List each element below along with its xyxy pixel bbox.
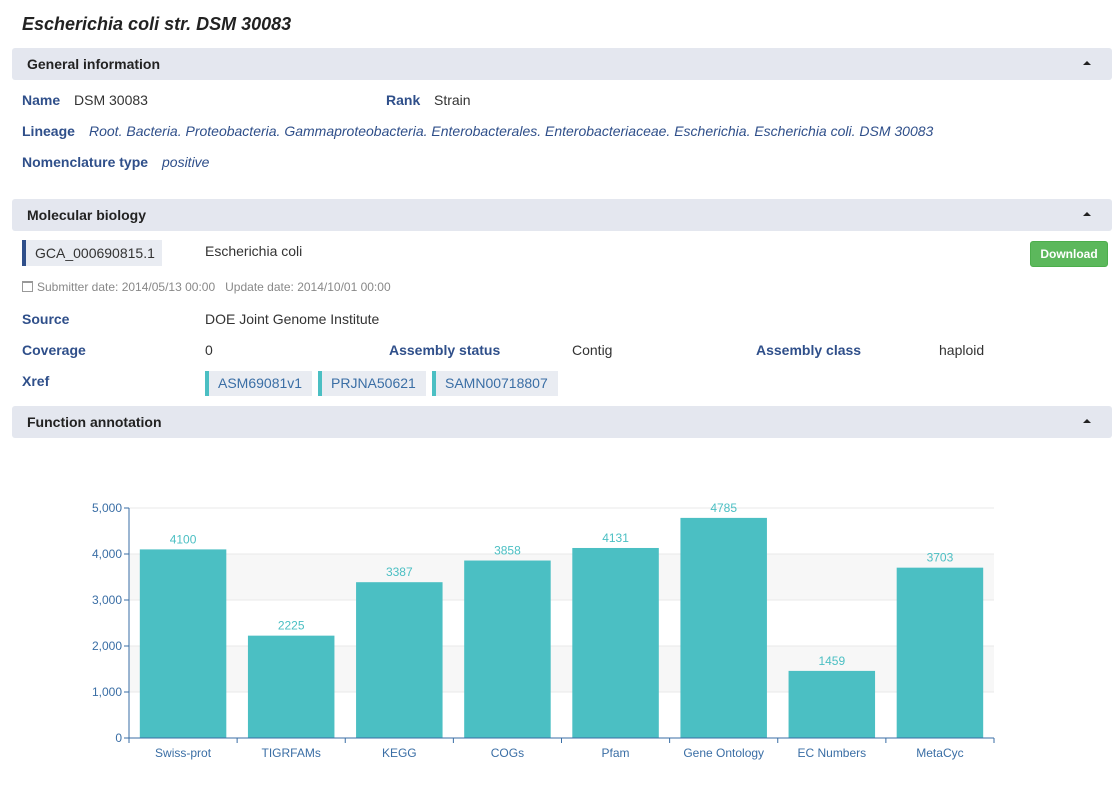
x-tick-label: EC Numbers [797,746,866,760]
y-tick-label: 2,000 [92,639,122,653]
xref-link[interactable]: ASM69081v1 [205,371,313,396]
bar[interactable] [572,547,659,738]
assembly-status-value: Contig [572,342,613,358]
page-title: Escherichia coli str. DSM 30083 [22,14,292,34]
bar-value-label: 4785 [710,501,737,515]
collapse-caret-icon[interactable] [1083,419,1091,423]
bar-value-label: 3858 [494,544,521,558]
rank-value: Strain [434,92,471,108]
general-info-title: General information [27,56,161,72]
date-line: Submitter date: 2014/05/13 00:00 Update d… [22,280,391,294]
bar-value-label: 3387 [386,565,413,579]
nomenclature-label: Nomenclature type [22,154,149,170]
bar[interactable] [356,582,443,738]
bar[interactable] [139,549,227,738]
calendar-icon [22,281,33,292]
update-date: Update date: 2014/10/01 00:00 [225,280,391,294]
submitter-date: Submitter date: 2014/05/13 00:00 [37,280,216,294]
bar-value-label: 4131 [602,531,629,545]
y-tick-label: 4,000 [92,547,122,561]
rank-label: Rank [386,92,421,108]
lineage-label: Lineage [22,123,75,139]
name-value: DSM 30083 [74,92,148,108]
bar[interactable] [247,635,335,738]
assembly-status-label: Assembly status [389,342,501,358]
accession-value: GCA_000690815.1 [35,245,155,261]
grid-band [129,646,994,692]
bar[interactable] [680,517,767,738]
bar[interactable] [788,670,876,738]
assembly-class-value: haploid [939,342,985,358]
x-tick-label: KEGG [382,746,417,760]
coverage-value: 0 [205,342,213,358]
x-tick-label: Pfam [602,746,630,760]
general-info-header[interactable]: General information [12,48,1112,80]
x-tick-label: TIGRFAMs [262,746,321,760]
nomenclature-value: positive [162,154,210,170]
assembly-class-label: Assembly class [756,342,862,358]
bar-value-label: 4100 [170,532,197,546]
bar[interactable] [464,560,551,738]
accession-badge: GCA_000690815.1 [22,240,162,266]
y-tick-label: 1,000 [92,685,122,699]
x-tick-label: MetaCyc [916,746,963,760]
grid-band [129,554,994,600]
xref-link[interactable]: SAMN00718807 [432,371,558,396]
download-button[interactable]: Download [1030,241,1108,267]
xref-link[interactable]: PRJNA50621 [318,371,426,396]
molecular-biology-header[interactable]: Molecular biology [12,199,1112,231]
x-tick-label: COGs [491,746,524,760]
x-tick-label: Gene Ontology [683,746,764,760]
bar[interactable] [896,567,984,738]
source-label: Source [22,311,70,327]
y-tick-label: 3,000 [92,593,122,607]
bar-value-label: 2225 [278,619,305,633]
function-annotation-title: Function annotation [27,414,162,430]
bar-value-label: 1459 [818,654,845,668]
collapse-caret-icon[interactable] [1083,212,1091,216]
lineage-value[interactable]: Root. Bacteria. Proteobacteria. Gammapro… [89,123,934,139]
xref-label: Xref [22,373,50,389]
coverage-label: Coverage [22,342,86,358]
bar-value-label: 3703 [927,551,954,565]
organism-value: Escherichia coli [205,243,303,259]
name-label: Name [22,92,61,108]
function-annotation-header[interactable]: Function annotation [12,406,1112,438]
x-tick-label: Swiss-prot [155,746,212,760]
y-tick-label: 5,000 [92,501,122,515]
source-value: DOE Joint Genome Institute [205,311,380,327]
y-tick-label: 0 [115,731,122,745]
collapse-caret-icon[interactable] [1083,61,1091,65]
molecular-biology-title: Molecular biology [27,207,147,223]
